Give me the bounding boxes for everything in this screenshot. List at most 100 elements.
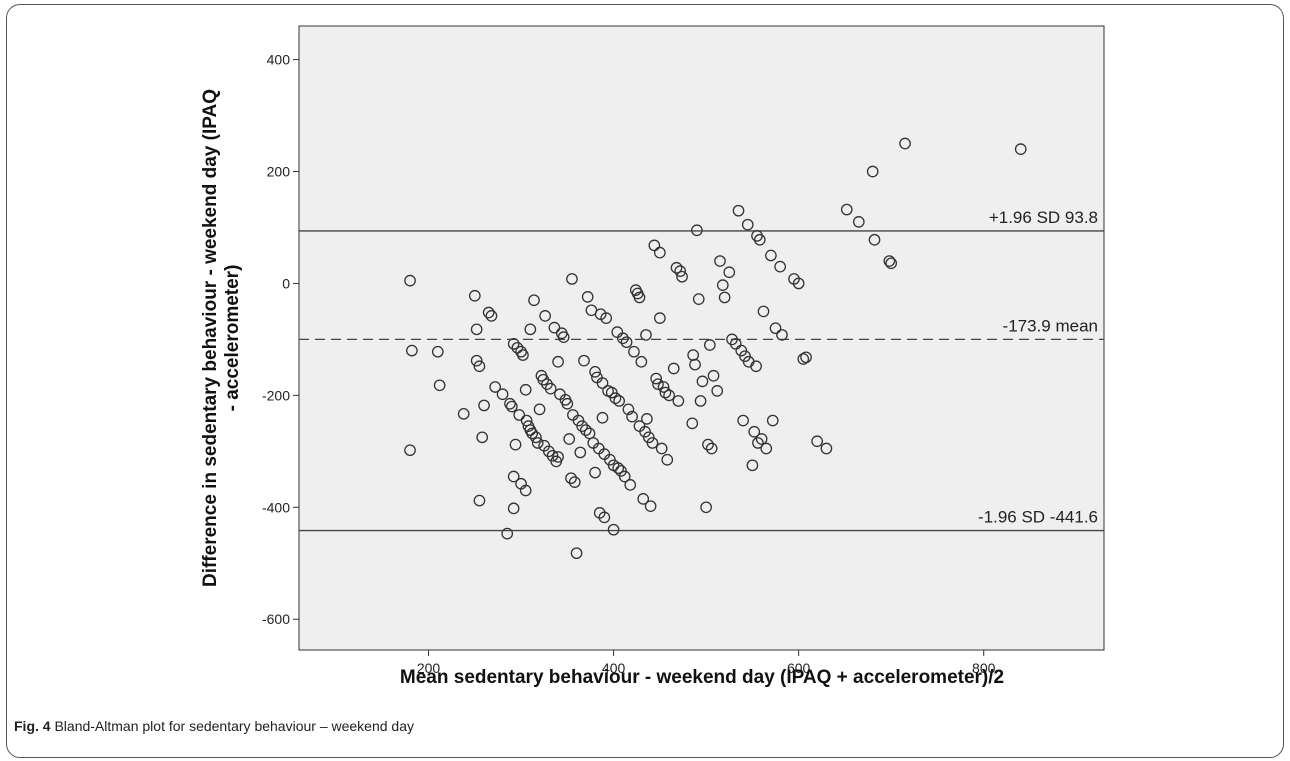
data-point [899,137,911,150]
data-point [501,527,514,540]
data-point [676,270,688,283]
data-point [517,349,529,361]
data-point [700,501,712,514]
data-point [757,305,770,318]
data-point [661,453,674,466]
data-point [654,312,666,324]
data-point [637,493,650,505]
data-point [792,277,805,290]
data-point [496,388,509,401]
data-point [526,427,539,440]
data-point [748,425,761,438]
data-point [530,431,542,444]
data-point [622,403,635,416]
data-point [404,274,416,287]
data-point [507,470,520,483]
data-point [509,438,522,451]
data-point [766,414,779,427]
data-point [655,442,668,455]
data-point [840,203,853,216]
data-point [737,414,749,427]
data-point [707,369,720,382]
data-point [714,255,726,267]
data-point [702,438,714,451]
y-tick-label: 0 [282,275,290,291]
x-tick-label: 800 [972,660,996,676]
data-point [504,397,516,410]
data-point [579,424,592,436]
data-point [633,291,646,304]
data-point [694,395,707,407]
data-point [667,362,680,375]
data-point [644,500,657,513]
data-point [769,322,782,335]
data-point [539,310,551,322]
data-point [485,310,498,322]
data-point [885,257,898,270]
data-point [568,476,581,488]
reference-line-label-2: -1.96 SD -441.6 [978,508,1098,527]
y-tick-label: -600 [262,611,290,627]
data-point [531,437,544,449]
data-point [755,433,768,445]
data-point [544,382,557,395]
data-point [654,246,666,259]
data-point [659,386,672,399]
data-point [723,266,736,279]
data-point [433,379,446,392]
reference-line-labels: +1.96 SD 93.8 -173.9 mean -1.96 SD -441.6 [978,208,1098,527]
data-point [557,331,570,344]
x-tick-label: 600 [787,660,811,676]
data-point [641,413,653,425]
data-point [565,472,577,485]
data-point [752,437,764,449]
data-point [703,339,716,351]
data-point [692,293,705,305]
data-point [576,420,588,432]
data-point [552,451,564,463]
figure-frame [6,4,1284,758]
data-point [612,462,625,474]
data-point [674,265,687,277]
data-point [797,353,810,365]
data-point [468,289,481,302]
data-point [750,360,762,373]
y-axis-label-line1: Difference in sedentary behaviour - week… [200,89,221,587]
data-point [716,279,729,291]
data-point [620,336,633,349]
data-point [868,233,881,246]
data-point [596,377,609,389]
data-point [600,312,613,324]
data-point [507,502,520,515]
data-point [652,378,664,391]
data-point [640,329,652,341]
data-point [820,442,833,455]
data-point [482,306,495,319]
data-point [552,355,564,368]
data-point [470,354,483,367]
data-point [613,395,625,407]
data-points [404,137,1027,560]
data-point [711,385,724,397]
data-point [741,218,754,231]
data-point [776,329,788,341]
data-point [617,332,629,345]
y-axis-label-line2: - accelerometer) [222,265,243,412]
data-point [1014,143,1027,155]
data-point [774,260,786,273]
figure-caption-label: Fig. 4 [14,718,51,734]
figure-caption: Fig. 4 Bland-Altman plot for sedentary b… [14,718,414,734]
data-point [563,433,576,445]
y-tick-label: 400 [267,52,291,68]
data-point [883,255,896,267]
data-point [866,165,879,178]
data-point [589,366,601,378]
data-point [596,411,609,424]
data-point [470,323,483,336]
y-tick-label: 200 [267,164,291,180]
data-point [589,466,601,479]
data-point [811,435,824,448]
data-point [628,345,640,358]
data-point [561,397,574,410]
data-point [473,360,486,373]
